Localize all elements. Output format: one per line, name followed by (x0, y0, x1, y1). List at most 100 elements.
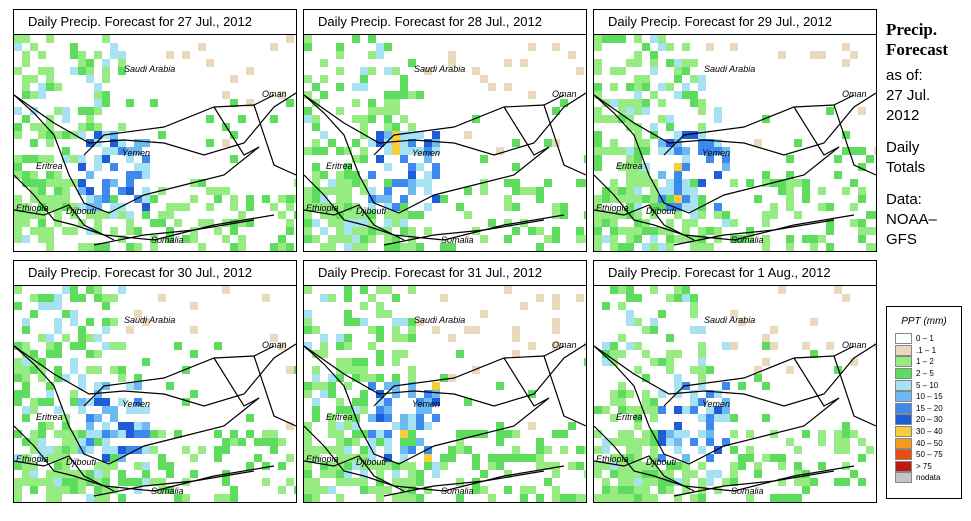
precip-cell (810, 318, 818, 326)
precip-cell (392, 123, 400, 131)
precip-cell (794, 494, 802, 502)
border-ethiopia (304, 204, 405, 241)
precip-cell (30, 294, 38, 302)
precip-cell (794, 139, 802, 147)
precip-cell (190, 326, 198, 334)
precip-cell (634, 99, 642, 107)
precip-cell (738, 382, 746, 390)
precip-cell (416, 470, 424, 478)
precip-cell (336, 374, 344, 382)
precip-cell (626, 478, 634, 486)
precip-cell (150, 243, 158, 251)
panel-title: Daily Precip. Forecast for 30 Jul., 2012 (28, 265, 252, 280)
precip-cell (246, 195, 254, 203)
precip-cell (456, 430, 464, 438)
precip-cell (102, 454, 110, 462)
precip-cell (368, 203, 376, 211)
precip-cell (480, 486, 488, 494)
precip-cell (602, 342, 610, 350)
precip-cell (304, 35, 312, 43)
precip-cell (650, 179, 658, 187)
precip-cell (842, 430, 850, 438)
precip-cell (278, 486, 286, 494)
precip-cell (842, 438, 850, 446)
precip-cell (424, 67, 432, 75)
precip-cell (14, 342, 22, 350)
precip-cell (480, 235, 488, 243)
precip-cell (618, 107, 626, 115)
precip-cell (602, 35, 610, 43)
precip-cell (150, 502, 158, 503)
legend-range: 50 – 75 (916, 450, 943, 460)
precip-cell (706, 243, 714, 251)
precip-cell (576, 294, 584, 302)
precip-cell (786, 366, 794, 374)
precip-cell (714, 227, 722, 235)
precip-cell (78, 398, 86, 406)
precip-cell (352, 139, 360, 147)
precip-cell (416, 438, 424, 446)
precip-cell (352, 179, 360, 187)
precip-cell (802, 195, 810, 203)
precip-cell (14, 107, 22, 115)
precip-cell (714, 414, 722, 422)
precip-cell (384, 235, 392, 243)
precip-cell (118, 147, 126, 155)
precip-cell (54, 294, 62, 302)
precip-cell (142, 203, 150, 211)
daily-line2: Totals (886, 159, 926, 176)
precip-cell (650, 67, 658, 75)
precip-cell (38, 454, 46, 462)
precip-cell (674, 422, 682, 430)
precip-cell (360, 227, 368, 235)
precip-cell (658, 358, 666, 366)
precip-cell (278, 91, 286, 99)
precip-cell (286, 502, 294, 503)
coastline-arabia (304, 343, 586, 407)
precip-cell (62, 227, 70, 235)
precip-cell (618, 67, 626, 75)
precip-cell (182, 494, 190, 502)
precip-cell (118, 187, 126, 195)
precip-cell (46, 454, 54, 462)
precip-cell (528, 342, 536, 350)
precip-cell (142, 171, 150, 179)
precip-cell (802, 486, 810, 494)
precip-cell (666, 358, 674, 366)
precip-cell (874, 342, 876, 350)
precip-cell (158, 294, 166, 302)
precip-cell (110, 147, 118, 155)
precip-cell (304, 478, 312, 486)
precip-cell (464, 398, 472, 406)
precip-cell (786, 438, 794, 446)
precip-cell (472, 486, 480, 494)
precip-cell (94, 243, 102, 251)
precip-cell (642, 398, 650, 406)
precip-cell (230, 486, 238, 494)
precip-cell (722, 398, 730, 406)
precip-cell (496, 438, 504, 446)
precip-cell (738, 318, 746, 326)
legend-swatch (895, 460, 912, 472)
precip-cell (102, 438, 110, 446)
precip-cell (802, 235, 810, 243)
precip-cell (706, 422, 714, 430)
precip-cell (328, 422, 336, 430)
precip-cell (352, 99, 360, 107)
precip-cell (336, 195, 344, 203)
label-somalia: Somalia (441, 235, 474, 245)
precip-cell (842, 43, 850, 51)
precip-cell (46, 382, 54, 390)
precip-cell (464, 326, 472, 334)
precip-cell (166, 51, 174, 59)
precip-cell (70, 366, 78, 374)
precip-cell (392, 235, 400, 243)
precip-cell (496, 422, 504, 430)
precip-cell (400, 227, 408, 235)
precip-cell (520, 187, 528, 195)
precip-cell (698, 382, 706, 390)
precip-cell (642, 195, 650, 203)
precip-cell (674, 163, 682, 171)
legend-range: 10 – 15 (916, 392, 943, 402)
precip-cell (86, 478, 94, 486)
